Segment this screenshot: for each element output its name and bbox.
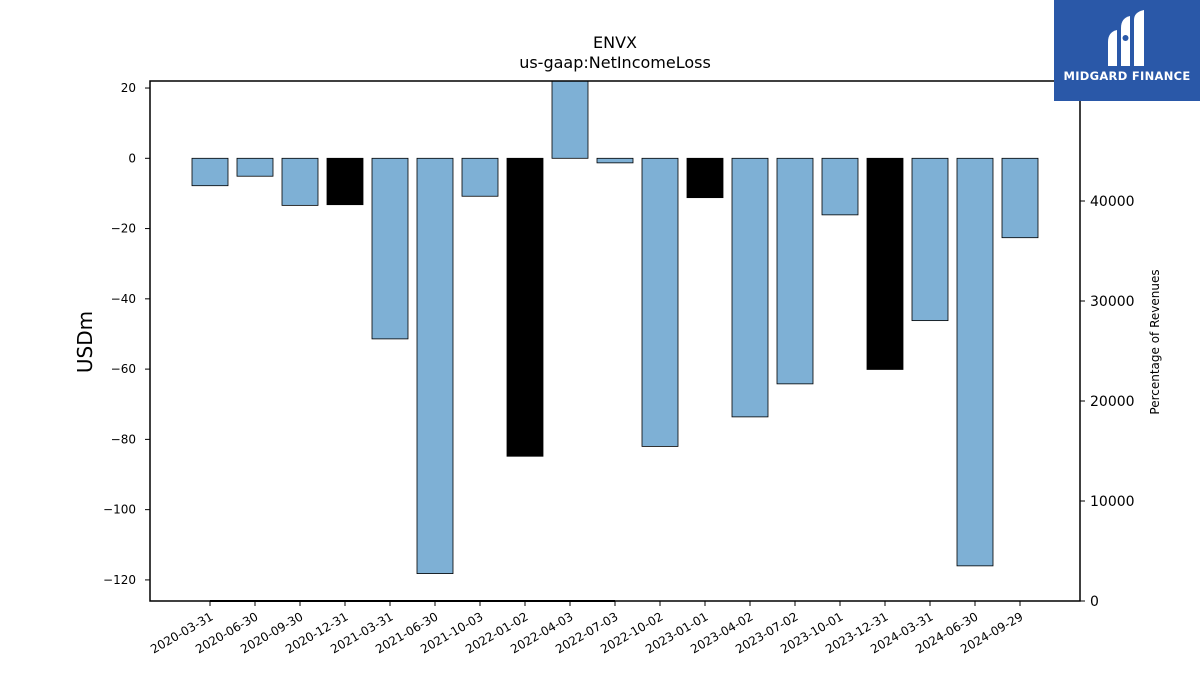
bar-2024-03-31 [911,157,949,322]
y-tick-label: −20 [111,222,136,236]
y-axis-title: USDm [73,311,97,373]
y2-tick-label: 0 [1090,594,1099,610]
y-tick-label: −80 [111,432,136,446]
bar-2021-06-30 [416,157,454,574]
bar-2024-09-29 [1001,157,1039,239]
y-tick-label: −100 [103,503,136,517]
brand-logo: MIDGARD FINANCE [1054,0,1200,101]
bar-2021-10-03 [461,157,499,197]
y-tick-label: 20 [121,81,136,95]
y-tick-label: −120 [103,573,136,587]
bar-2020-03-31 [191,157,229,187]
y2-tick-label: 20000 [1090,394,1135,410]
bar-2023-12-31 [866,157,904,370]
bar-2024-06-30 [956,157,994,567]
bar-2023-04-02 [731,157,769,418]
y-tick-label: −40 [111,292,136,306]
bar-2022-10-02 [641,157,679,447]
chart-subtitle: us-gaap:NetIncomeLoss [519,53,711,72]
bar-2023-10-01 [821,157,859,216]
y2-tick-label: 10000 [1090,494,1135,510]
y-tick-label: 0 [128,151,136,165]
y2-tick-label: 40000 [1090,194,1135,210]
y-tick-label: −60 [111,362,136,376]
bar-2020-06-30 [236,157,274,177]
bar-2020-12-31 [326,157,364,206]
x-axis: 2020-03-312020-06-302020-09-302020-12-31… [148,601,1026,656]
logo-text: MIDGARD FINANCE [1063,69,1191,83]
bar-2023-01-01 [686,157,724,199]
midgard-logo-icon [1108,10,1144,66]
y2-axis: 40000 30000 20000 10000 0 [1080,194,1135,610]
bar-series [191,80,1039,574]
bar-2021-03-31 [371,157,409,340]
y2-axis-title: Percentage of Revenues [1148,269,1162,414]
y-axis: 20 0 −20 −40 −60 −80 −100 −120 [103,81,150,587]
bar-2022-07-03 [596,157,634,164]
chart-title: ENVX [593,33,637,52]
bar-2022-04-03 [551,80,589,159]
bar-2020-09-30 [281,157,319,206]
y2-tick-label: 30000 [1090,294,1135,310]
bar-2022-01-02 [506,157,544,457]
bar-2023-07-02 [776,157,814,385]
